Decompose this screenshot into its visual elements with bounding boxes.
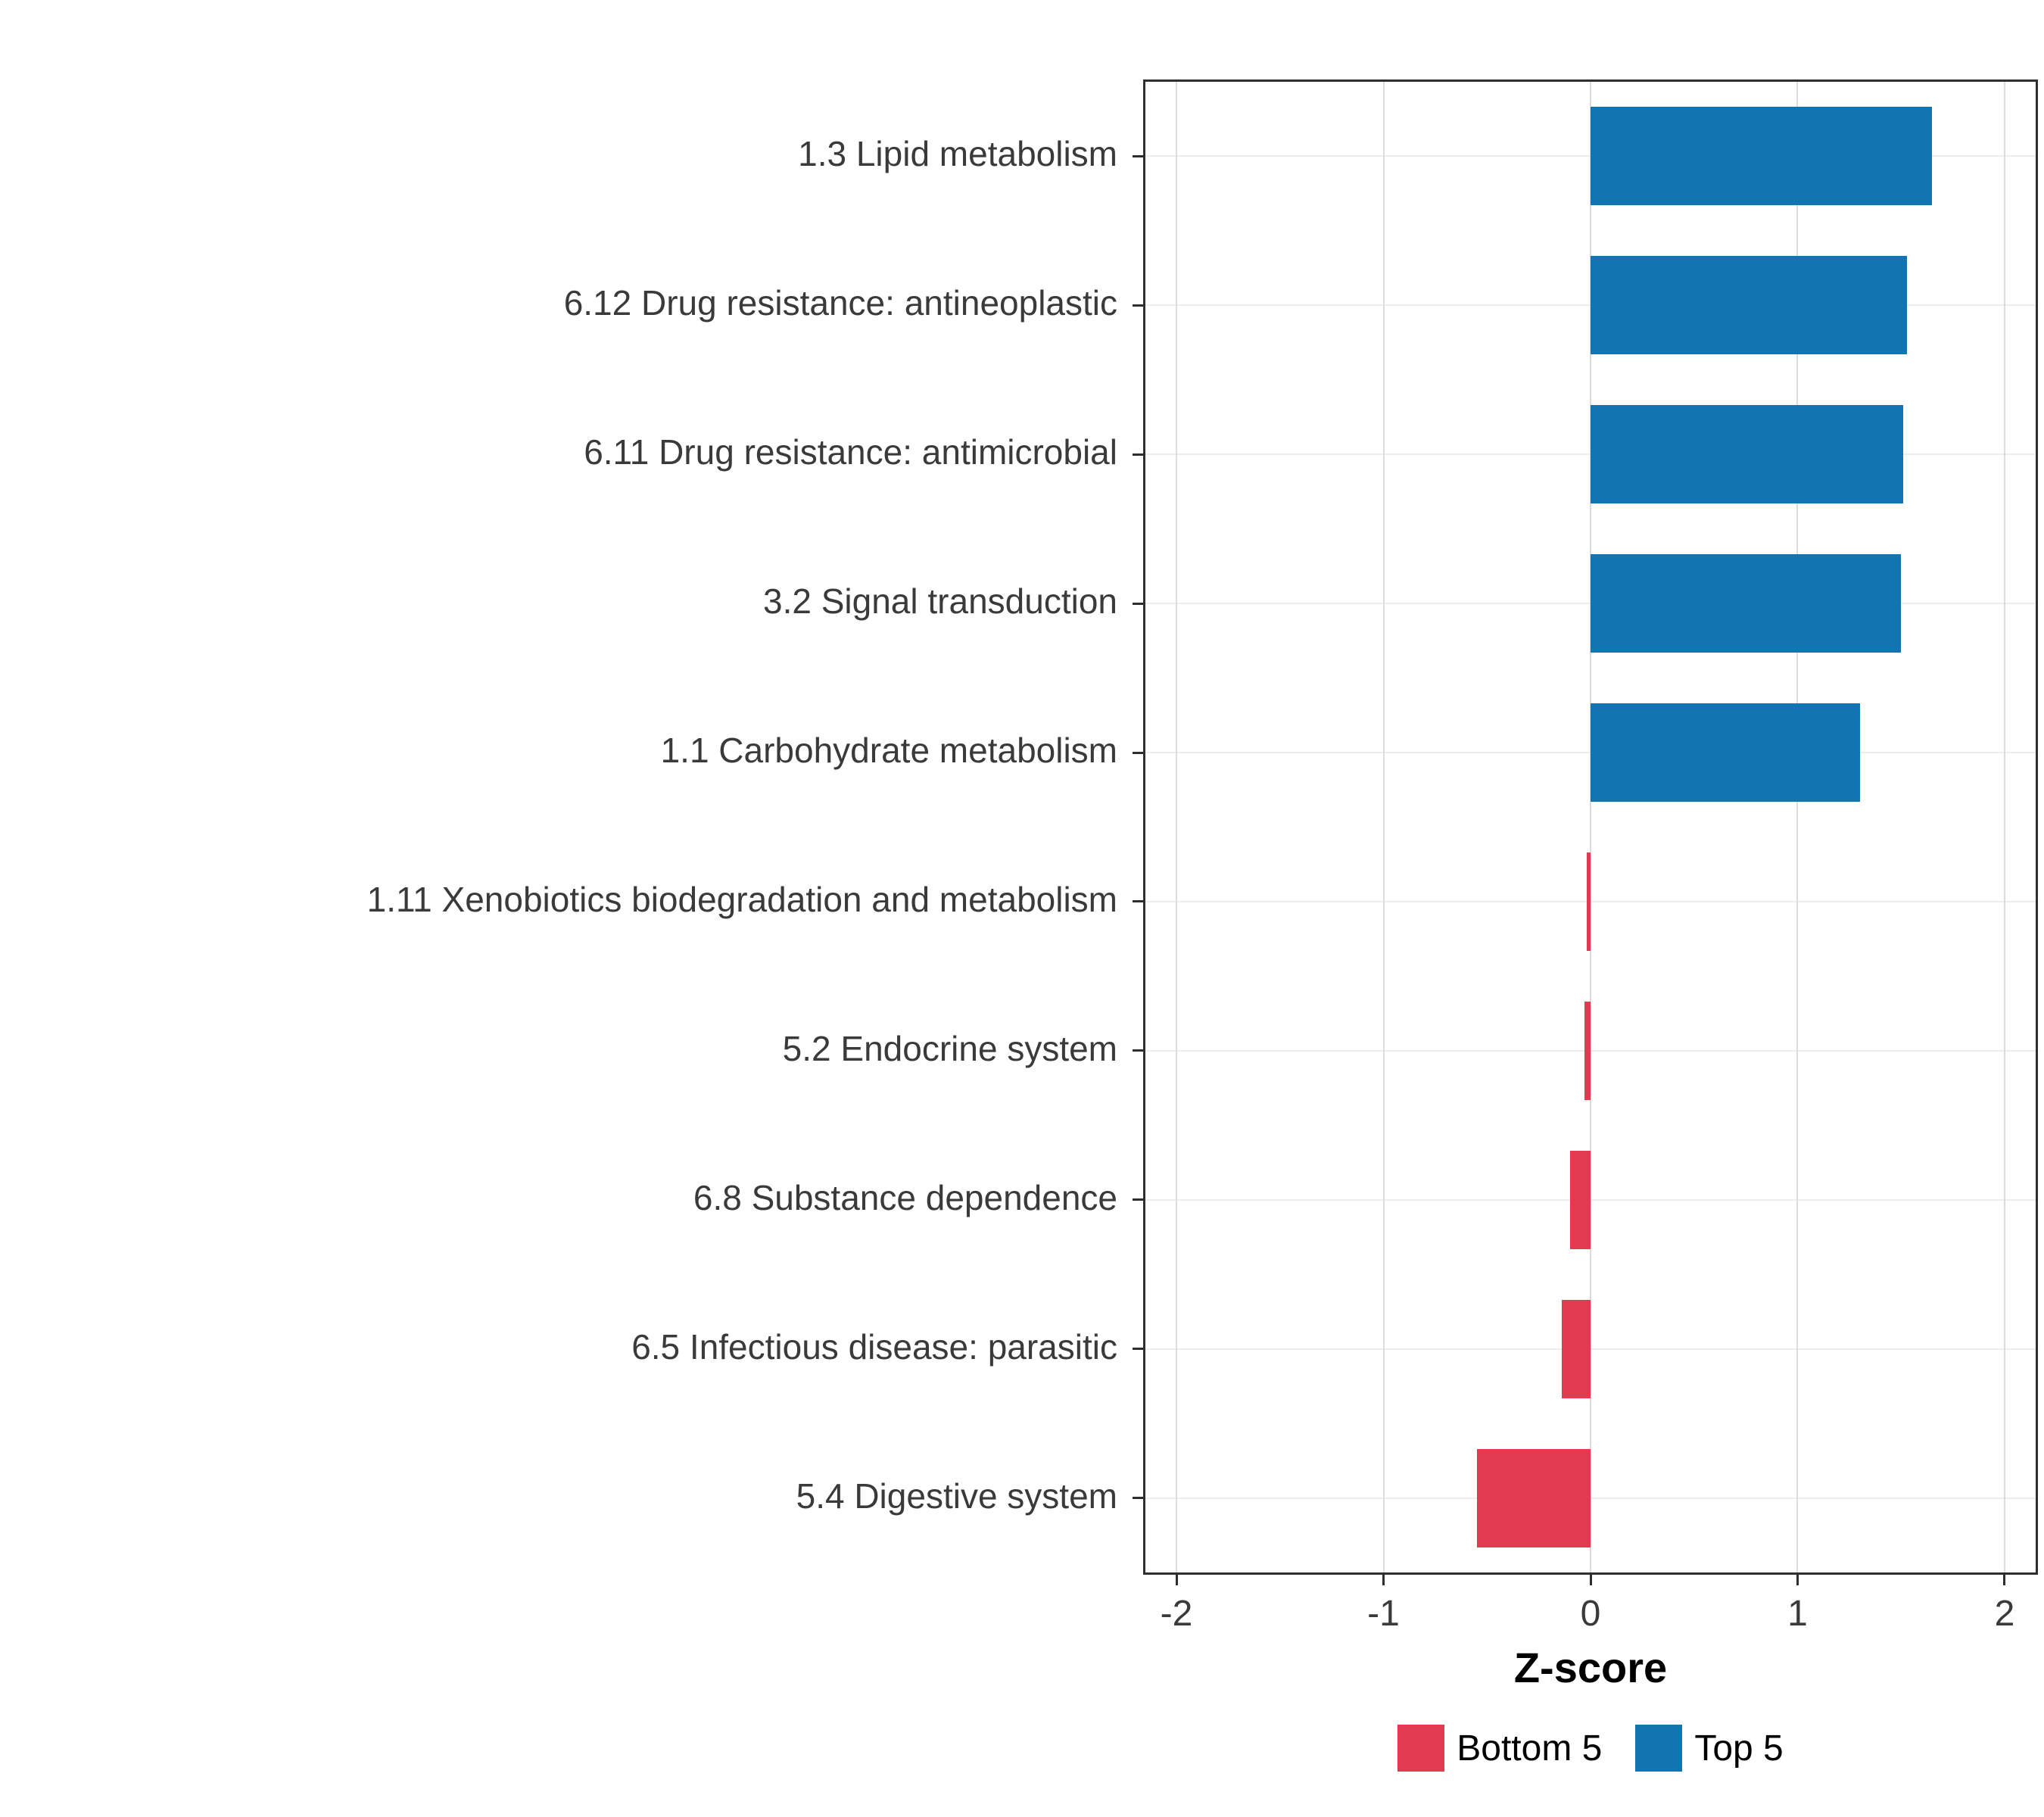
x-tick-label: -2 [1160,1594,1193,1634]
bar-layer [1145,82,2036,1572]
category-label: 6.12 Drug resistance: antineoplastic [563,283,1117,323]
category-label: 3.2 Signal transduction [763,581,1117,622]
x-tick-label: 1 [1787,1594,1808,1634]
x-tick-mark [1382,1575,1385,1585]
y-tick-mark [1133,304,1143,307]
y-tick-mark [1133,1198,1143,1201]
x-tick-mark [1589,1575,1592,1585]
bar [1591,107,1933,206]
y-tick-mark [1133,154,1143,157]
y-tick-mark [1133,900,1143,903]
category-axis-labels: 1.3 Lipid metabolism 6.12 Drug resistance… [0,79,1122,1575]
bar [1561,1299,1591,1398]
bar [1591,256,1908,355]
x-tick-label: 2 [1994,1594,2015,1634]
y-tick-mark [1133,1348,1143,1351]
y-tick-mark [1133,1049,1143,1052]
legend-item: Top 5 [1635,1725,1784,1772]
y-tick-mark [1133,751,1143,754]
category-label: 6.5 Infectious disease: parasitic [631,1326,1117,1367]
y-tick-mark [1133,602,1143,605]
x-tick-mark [2003,1575,2006,1585]
x-axis-title: Z-score [1513,1644,1668,1691]
legend-label: Top 5 [1694,1728,1784,1769]
legend-item: Bottom 5 [1397,1725,1602,1772]
category-label: 6.11 Drug resistance: antimicrobial [584,432,1117,472]
plot-panel [1143,79,2038,1575]
bar [1586,852,1591,951]
gridline-vertical [1590,82,1591,1572]
bar [1591,554,1902,653]
x-tick-label: -1 [1367,1594,1400,1634]
gridline-vertical [2003,82,2005,1572]
bar [1591,703,1860,803]
legend-swatch [1397,1725,1445,1772]
y-tick-mark [1133,453,1143,456]
gridline-vertical [1176,82,1178,1572]
legend: Bottom 5 Top 5 [1143,1725,2038,1772]
bar [1584,1001,1591,1100]
gridline-vertical [1796,82,1799,1572]
bar [1591,405,1903,504]
x-tick-label: 0 [1580,1594,1601,1634]
category-label: 5.2 Endocrine system [782,1028,1117,1068]
legend-swatch [1635,1725,1683,1772]
category-label: 5.4 Digestive system [796,1476,1117,1516]
category-label: 1.1 Carbohydrate metabolism [660,731,1117,771]
category-label: 1.11 Xenobiotics biodegradation and meta… [366,879,1117,919]
gridline-vertical [1382,82,1385,1572]
x-tick-mark [1175,1575,1178,1585]
bar [1476,1448,1591,1547]
legend-label: Bottom 5 [1457,1728,1603,1769]
category-label: 1.3 Lipid metabolism [798,134,1117,174]
x-tick-mark [1796,1575,1799,1585]
y-tick-mark [1133,1497,1143,1500]
category-label: 6.8 Substance dependence [693,1177,1117,1217]
bar [1569,1150,1591,1249]
